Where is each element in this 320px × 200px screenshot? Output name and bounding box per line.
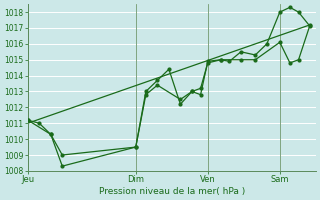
X-axis label: Pression niveau de la mer( hPa ): Pression niveau de la mer( hPa ) — [99, 187, 245, 196]
